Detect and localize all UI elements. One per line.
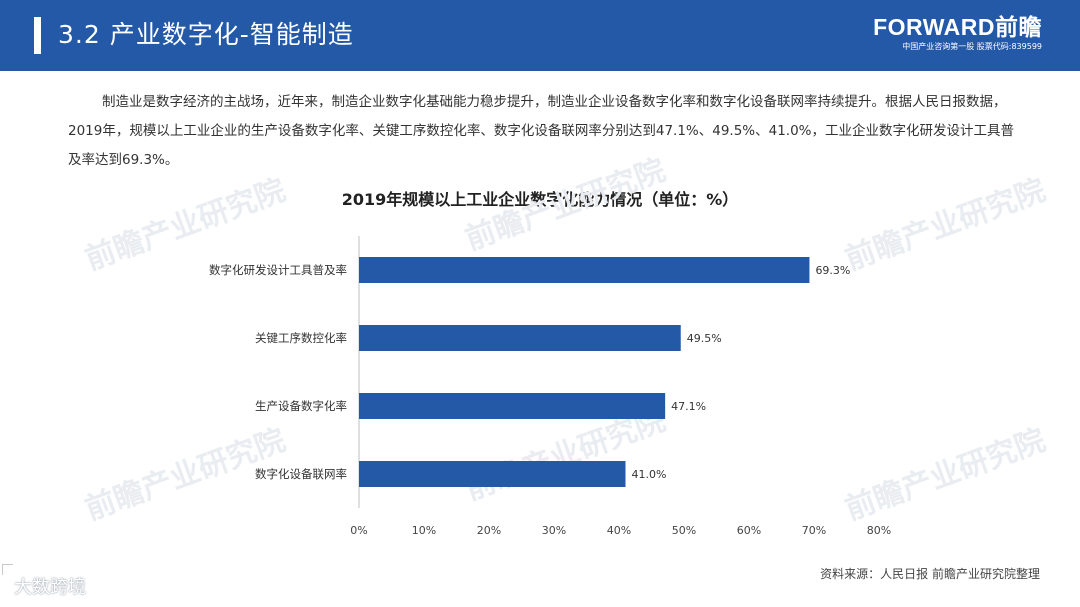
header-bar: 3.2 产业数字化-智能制造 FORWARD前瞻 中国产业咨询第一股 股票代码:… <box>0 0 1080 71</box>
x-tick-label: 10% <box>412 524 436 537</box>
watermark-text: 前瞻产业研究院 <box>841 423 1050 528</box>
x-tick-label: 60% <box>737 524 761 537</box>
x-tick-label: 50% <box>672 524 696 537</box>
data-label: 41.0% <box>632 468 667 481</box>
intro-paragraph: 制造业是数字经济的主战场，近年来，制造企业数字化基础能力稳步提升，制造业企业设备… <box>68 88 1016 175</box>
x-tick-label: 80% <box>867 524 891 537</box>
chart-plot-area: 0% 10% 20% 30% 40% 50% 60% 70% 80% 数字化研发设计工具普及率 69… <box>209 236 891 537</box>
footer-watermark-logo: 大数跨境 <box>14 577 86 598</box>
x-tick-label: 40% <box>607 524 631 537</box>
corner-mark <box>2 564 13 575</box>
intro-text: 制造业是数字经济的主战场，近年来，制造企业数字化基础能力稳步提升，制造业企业设备… <box>68 94 1015 168</box>
page-title: 3.2 产业数字化-智能制造 <box>58 20 354 49</box>
data-label: 69.3% <box>815 264 850 277</box>
bar <box>359 325 681 351</box>
x-tick-label: 30% <box>542 524 566 537</box>
x-tick-label: 0% <box>350 524 367 537</box>
category-label: 数字化研发设计工具普及率 <box>209 263 347 277</box>
brand-subtitle: 中国产业咨询第一股 股票代码:839599 <box>902 42 1042 51</box>
title-accent-bar <box>34 17 41 54</box>
category-label: 生产设备数字化率 <box>255 399 347 413</box>
brand-name: FORWARD前瞻 <box>873 14 1042 40</box>
data-label: 49.5% <box>687 332 722 345</box>
x-tick-label: 20% <box>477 524 501 537</box>
source-note: 资料来源：人民日报 前瞻产业研究院整理 <box>820 567 1040 581</box>
watermark-text: 前瞻产业研究院 <box>461 153 670 258</box>
category-label: 关键工序数控化率 <box>255 331 347 345</box>
data-label: 47.1% <box>671 400 706 413</box>
category-label: 数字化设备联网率 <box>255 467 347 481</box>
bar <box>359 461 626 487</box>
chart-title: 2019年规模以上工业企业数字化能力情况（单位：%） <box>341 190 739 209</box>
bar <box>359 393 666 419</box>
x-tick-label: 70% <box>802 524 826 537</box>
bar <box>359 257 810 283</box>
brand-logo: FORWARD前瞻 中国产业咨询第一股 股票代码:839599 <box>873 14 1042 54</box>
watermark-text: 前瞻产业研究院 <box>841 173 1050 278</box>
watermark-text: 前瞻产业研究院 <box>81 173 290 278</box>
